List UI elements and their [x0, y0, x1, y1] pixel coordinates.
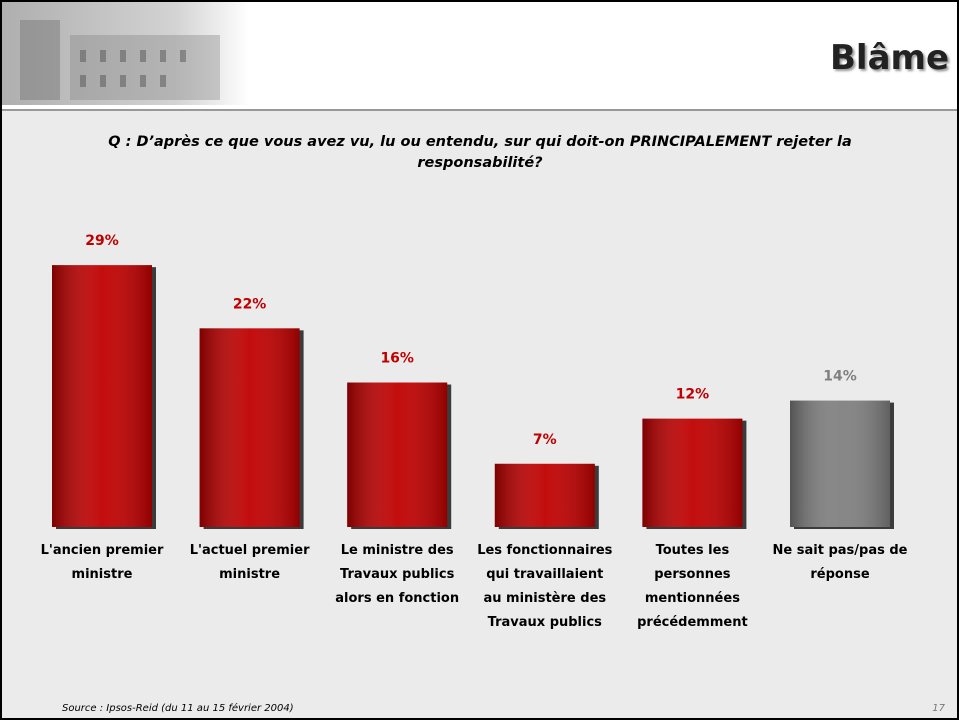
- bar-shine: [495, 464, 595, 527]
- value-label: 22%: [233, 296, 267, 312]
- slide: Blâme 29%22%16%7%12%14% Q : D’après ce q…: [0, 0, 959, 720]
- page-number: 17: [932, 703, 945, 714]
- category-label: Toutes les personnes mentionnées précéde…: [623, 539, 761, 635]
- category-label: Le ministre des Travaux publics alors en…: [328, 539, 466, 611]
- bar-shine: [52, 265, 152, 527]
- value-label: 7%: [533, 432, 557, 448]
- category-label: L'ancien premier ministre: [33, 539, 171, 587]
- value-label: 12%: [676, 387, 710, 403]
- bar-shine: [347, 383, 447, 527]
- category-label: Les fonctionnaires qui travaillaient au …: [476, 539, 614, 635]
- category-label: L'actuel premier ministre: [181, 539, 319, 587]
- value-label: 16%: [380, 351, 414, 367]
- bar-shine: [790, 401, 890, 527]
- bar-shine: [642, 419, 742, 527]
- question: Q : D’après ce que vous avez vu, lu ou e…: [60, 132, 900, 174]
- value-label: 29%: [85, 233, 119, 249]
- value-label: 14%: [823, 369, 857, 385]
- category-label: Ne sait pas/pas de réponse: [771, 539, 909, 587]
- source: Source : Ipsos-Reid (du 11 au 15 février…: [62, 703, 294, 714]
- bar-shine: [200, 328, 300, 527]
